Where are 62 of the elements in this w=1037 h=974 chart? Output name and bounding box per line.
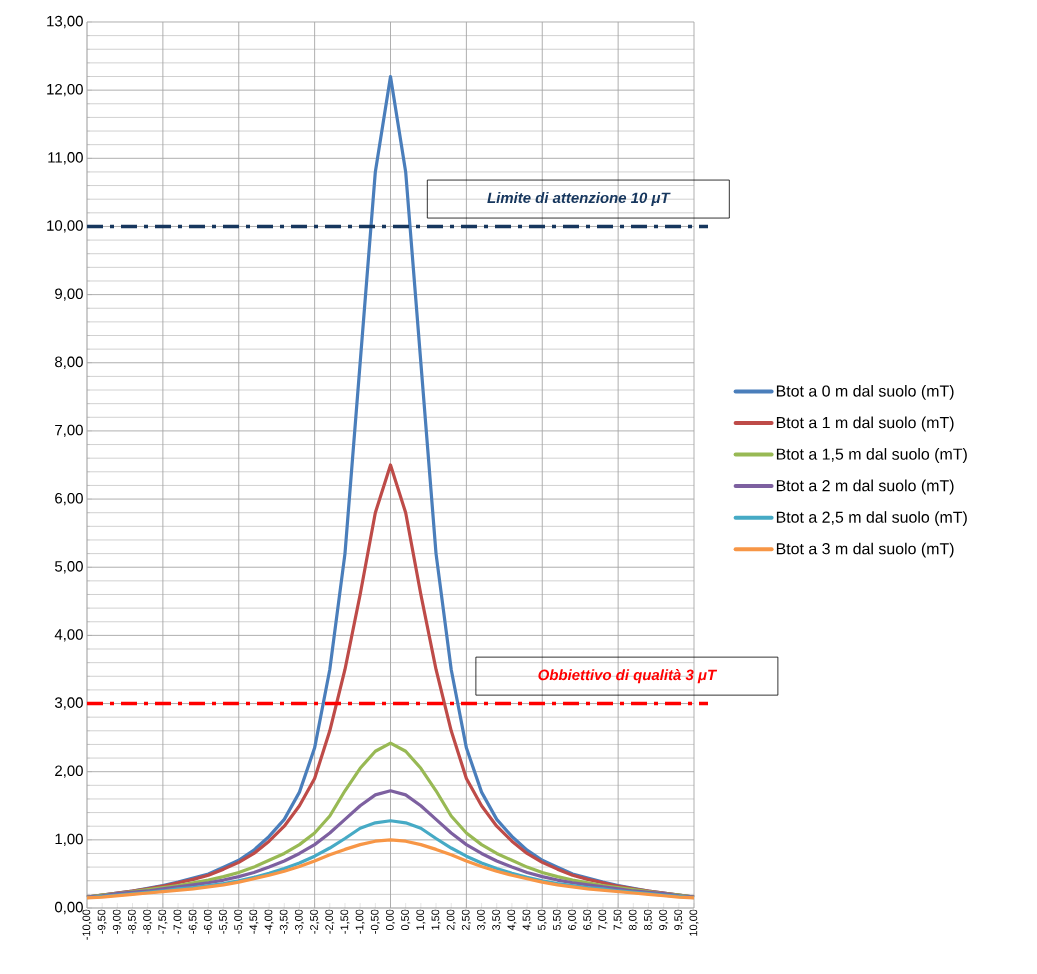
x-tick-label: 3,50	[492, 909, 502, 931]
x-tick-label: 7,50	[613, 909, 623, 930]
x-tick-label: -4,00	[264, 909, 274, 934]
y-tick-label: 8,00	[55, 356, 83, 369]
x-tick-label: 10,00	[689, 909, 699, 936]
x-tick-label: 6,50	[583, 909, 593, 930]
ref-line-label: Obbiettivo di qualità 3 μT	[538, 669, 718, 684]
y-tick-label: 9,00	[55, 288, 83, 301]
x-tick-label: 8,50	[643, 909, 654, 931]
y-tick-label: 13,00	[47, 15, 83, 29]
legend-label: Btot a 2,5 m dal suolo (mT)	[776, 511, 967, 526]
x-tick-label: -8,00	[143, 909, 153, 934]
x-tick-label: -9,00	[112, 909, 122, 934]
y-tick-label: 12,00	[47, 83, 83, 97]
x-tick-label: -7,50	[158, 909, 168, 934]
x-tick-label: 2,00	[446, 909, 456, 930]
y-tick-label: 1,00	[55, 833, 83, 847]
x-tick-label: 1,00	[416, 909, 426, 930]
x-tick-label: 4,00	[507, 909, 517, 931]
x-tick-label: 9,50	[674, 909, 684, 931]
x-tick-label: -10,00	[82, 909, 92, 940]
x-tick-label: -9,50	[97, 909, 107, 934]
x-tick-label: -6,50	[188, 909, 198, 934]
x-tick-label: 8,00	[628, 909, 638, 931]
x-tick-label: 9,00	[659, 909, 669, 931]
x-tick-label: -0,50	[370, 909, 380, 934]
y-tick-label: 7,00	[55, 424, 83, 438]
legend-label: Btot a 2 m dal suolo (mT)	[776, 479, 954, 495]
x-tick-label: -4,50	[249, 909, 259, 934]
x-tick-label: 1,50	[431, 909, 441, 930]
x-tick-label: -5,50	[219, 909, 229, 934]
x-tick-label: 3,00	[477, 909, 487, 931]
x-tick-label: -1,00	[355, 909, 365, 934]
x-tick-label: 4,50	[522, 909, 532, 931]
x-tick-label: -8,50	[128, 909, 138, 934]
x-tick-label: -2,00	[325, 909, 335, 934]
legend-label: Btot a 1,5 m dal suolo (mT)	[776, 448, 967, 463]
y-tick-label: 4,00	[54, 629, 83, 642]
y-tick-label: 5,00	[54, 561, 83, 574]
legend-label: Btot a 1 m dal suolo (mT)	[776, 416, 954, 432]
x-tick-label: 5,50	[552, 909, 562, 931]
y-tick-label: 10,00	[47, 220, 83, 233]
x-tick-label: 6,00	[568, 909, 578, 930]
legend-label: Btot a 0 m dal suolo (mT)	[776, 385, 954, 400]
x-tick-label: -3,00	[294, 909, 304, 934]
x-tick-label: -1,50	[340, 909, 350, 934]
x-tick-label: -7,00	[173, 909, 183, 934]
ref-line-label: Limite di attenzione 10 μT	[487, 192, 671, 207]
y-tick-label: 2,00	[55, 765, 83, 778]
legend-label: Btot a 3 m dal suolo (mT)	[776, 542, 954, 558]
x-tick-label: 2,50	[461, 909, 471, 930]
y-tick-label: 6,00	[55, 492, 83, 506]
x-tick-label: -5,00	[234, 909, 244, 934]
y-tick-label: 3,00	[54, 697, 83, 710]
x-tick-label: 5,00	[537, 909, 547, 931]
x-tick-label: -6,00	[203, 909, 213, 934]
x-tick-label: 7,00	[598, 909, 608, 930]
x-tick-label: 0,00	[385, 909, 396, 931]
x-tick-label: 0,50	[401, 909, 411, 931]
x-tick-label: -3,50	[279, 909, 289, 934]
y-tick-label: 11,00	[48, 152, 83, 165]
x-tick-label: -2,50	[310, 909, 320, 934]
